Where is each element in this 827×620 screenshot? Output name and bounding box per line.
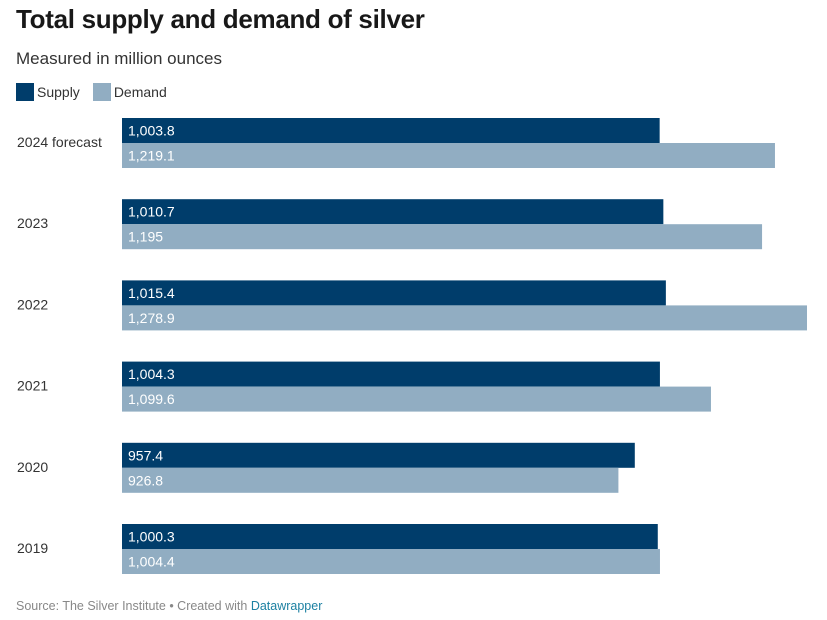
data-label-supply: 957.4 (128, 447, 163, 463)
bar-group: 2024 forecast 1,003.8 1,219.1 (17, 118, 775, 168)
bar-demand (122, 467, 619, 493)
category-label: 2022 (17, 296, 48, 312)
bar-group: 2023 1,010.7 1,195 (17, 199, 763, 250)
data-label-supply: 1,004.3 (128, 366, 175, 382)
bar-group: 2022 1,015.4 1,278.9 (17, 280, 807, 331)
bar-group: 2020 957.4 926.8 (17, 442, 635, 493)
legend-swatch-supply (16, 83, 34, 101)
data-label-demand: 1,099.6 (128, 391, 175, 407)
category-label: 2020 (17, 459, 48, 475)
data-label-demand: 926.8 (128, 472, 163, 488)
bar-supply (122, 442, 635, 468)
legend-swatch-demand (92, 83, 111, 101)
data-label-supply: 1,000.3 (128, 529, 175, 545)
category-label: 2024 forecast (17, 134, 102, 150)
footer-credit-link[interactable]: Datawrapper (250, 599, 323, 613)
data-label-demand: 1,195 (128, 229, 163, 245)
footer: Source: The Silver Institute • Created w… (16, 599, 322, 613)
bar-supply (122, 280, 666, 306)
data-label-demand: 1,278.9 (128, 310, 175, 326)
bar-demand (122, 143, 775, 168)
data-label-demand: 1,219.1 (128, 148, 175, 164)
data-label-supply: 1,015.4 (128, 285, 175, 301)
legend-label-supply: Supply (37, 84, 80, 100)
footer-source: Source: The Silver Institute • Created w… (16, 599, 251, 613)
bar-demand (122, 224, 763, 250)
chart-subtitle: Measured in million ounces (16, 49, 222, 68)
category-label: 2023 (17, 215, 48, 231)
bar-demand (122, 305, 807, 331)
bar-demand (122, 549, 660, 574)
category-label: 2021 (17, 378, 48, 394)
bar-supply (122, 118, 660, 143)
bar-group: 2019 1,000.3 1,004.4 (17, 524, 660, 574)
legend-item-supply: Supply (16, 83, 80, 101)
chart-title: Total supply and demand of silver (16, 4, 425, 34)
data-label-supply: 1,003.8 (128, 123, 175, 139)
bar-demand (122, 386, 711, 412)
bar-supply (122, 524, 658, 549)
bar-supply (122, 199, 664, 225)
bar-group: 2021 1,004.3 1,099.6 (17, 361, 711, 412)
data-label-demand: 1,004.4 (128, 554, 175, 570)
bar-supply (122, 361, 660, 387)
legend-item-demand: Demand (92, 83, 167, 101)
data-label-supply: 1,010.7 (128, 204, 175, 220)
legend: Supply Demand (16, 83, 180, 101)
category-label: 2019 (17, 540, 48, 556)
legend-label-demand: Demand (113, 84, 167, 100)
